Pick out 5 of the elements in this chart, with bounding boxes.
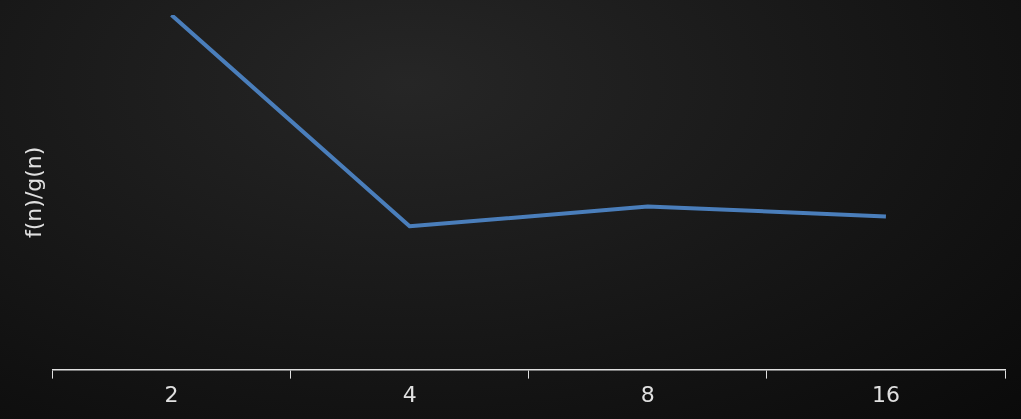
x-tick-label: 4 — [402, 381, 417, 407]
x-tick-label: 2 — [164, 381, 179, 407]
x-tick-label: 8 — [640, 381, 655, 407]
y-axis-title: f(n)/g(n) — [20, 146, 46, 238]
x-tick-label: 16 — [871, 381, 900, 407]
